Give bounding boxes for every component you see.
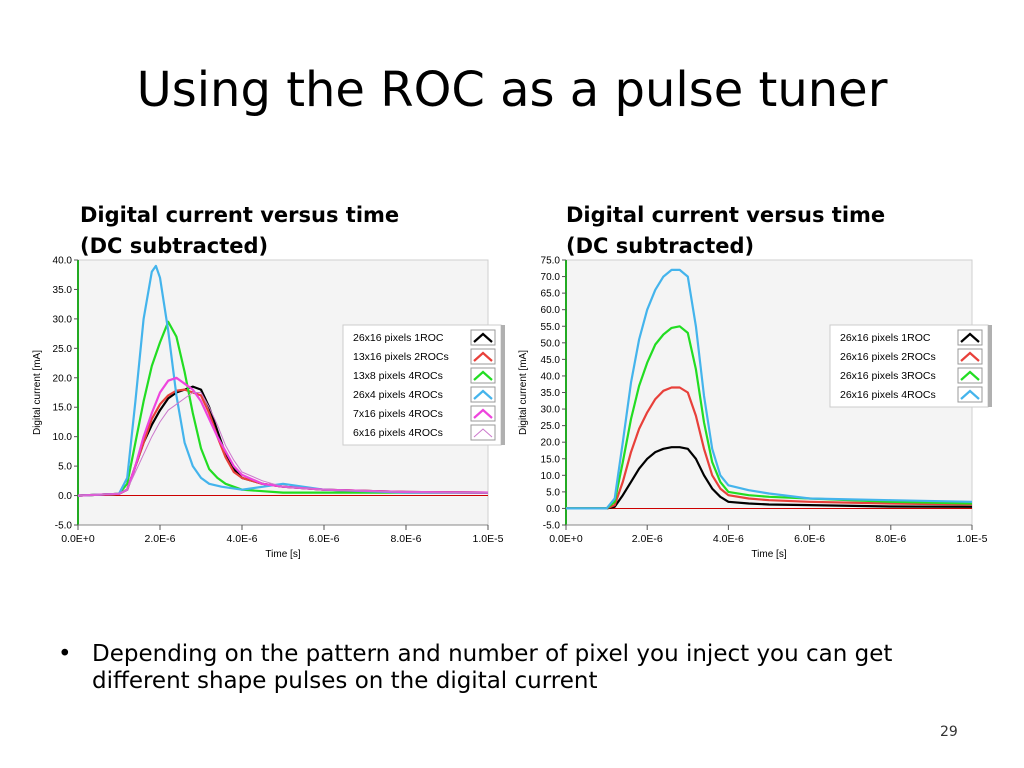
chart0-legend-swatch-box [470, 386, 496, 403]
chart0-legend-swatch [473, 408, 493, 419]
page-number: 29 [940, 724, 958, 740]
chart1-x-tick-label: 2.0E-6 [632, 533, 663, 545]
chart0-x-tick-label: 4.0E-6 [227, 533, 258, 545]
chart1-legend-swatch-box [957, 348, 983, 365]
chart0-legend-label: 13x16 pixels 2ROCs [353, 351, 449, 363]
chart0-y-tick-label: 20.0 [53, 373, 73, 384]
chart1-y-tick-label: 70.0 [541, 272, 561, 283]
chart0-legend-shadow [501, 325, 505, 445]
chart0-title-line: Digital current versus time [80, 203, 399, 227]
chart1-legend-swatch-box [957, 386, 983, 403]
chart1-title-line: Digital current versus time [566, 203, 885, 227]
chart0-x-tick-label: 6.0E-6 [309, 533, 340, 545]
chart0-y-tick-label: 35.0 [53, 285, 73, 296]
chart0-legend-label: 7x16 pixels 4ROCs [353, 408, 443, 420]
chart1-series-line-2 [566, 325, 972, 510]
chart1-y-axis-label: Digital current [mA] [518, 350, 529, 435]
chart0-x-tick-label: 2.0E-6 [145, 533, 176, 545]
chart1-legend-label: 26x16 pixels 1ROC [840, 332, 931, 344]
chart0-x-tick-label: 8.0E-6 [391, 533, 422, 545]
chart1-legend-swatch [960, 332, 980, 343]
chart1-x-tick-label: 0.0E+0 [549, 533, 583, 545]
chart0-y-tick-label: 5.0 [58, 462, 72, 473]
chart1-y-tick-label: 55.0 [541, 322, 561, 333]
chart1-x-tick-label: 8.0E-6 [875, 533, 906, 545]
chart1-y-tick-label: 65.0 [541, 289, 561, 300]
chart0-y-tick-label: 15.0 [53, 403, 73, 414]
chart0-y-tick-label: 10.0 [53, 432, 73, 443]
chart1-y-tick-label: 20.0 [541, 438, 561, 449]
chart0-legend-label: 6x16 pixels 4ROCs [353, 427, 443, 439]
chart0-legend-label: 26x16 pixels 1ROC [353, 332, 444, 344]
chart1-legend-swatch-box [957, 329, 983, 346]
chart1-legend-swatch [960, 370, 980, 381]
chart1-y-tick-label: 25.0 [541, 421, 561, 432]
chart1-legend-label: 26x16 pixels 4ROCs [840, 389, 936, 401]
chart1-legend-swatch-box [957, 367, 983, 384]
chart0-legend-swatch-box [470, 405, 496, 422]
chart1-y-tick-label: 40.0 [541, 371, 561, 382]
chart0-series-line-4 [78, 376, 488, 497]
bullet-marker: • [58, 641, 72, 667]
chart1-legend-swatch [960, 351, 980, 362]
slide-title: Using the ROC as a pulse tuner [136, 62, 888, 118]
chart1-y-tick-label: 5.0 [546, 487, 560, 498]
chart1-y-tick-label: 35.0 [541, 388, 561, 399]
chart1-legend-label: 26x16 pixels 3ROCs [840, 370, 936, 382]
chart0-y-tick-label: 30.0 [53, 314, 73, 325]
chart0-y-tick-label: 0.0 [58, 491, 72, 502]
chart-left: Digital current versus time (DC subtracte… [32, 203, 505, 560]
chart0-legend-swatch [473, 389, 493, 400]
chart0-legend-swatch [473, 332, 493, 343]
chart1-y-tick-label: 50.0 [541, 338, 561, 349]
chart1-series-line-1 [566, 386, 972, 510]
chart0-x-axis-label: Time [s] [265, 549, 300, 560]
chart1-x-axis-label: Time [s] [751, 549, 786, 560]
chart0-y-tick-label: 25.0 [53, 344, 73, 355]
chart1-x-tick-label: 6.0E-6 [794, 533, 825, 545]
chart1-legend-swatch [960, 389, 980, 400]
chart1-y-tick-label: 75.0 [541, 256, 561, 267]
chart0-y-tick-label: -5.0 [55, 521, 73, 532]
chart0-legend-swatch-box [470, 348, 496, 365]
bullet-text: Depending on the pattern and number of p… [92, 641, 893, 694]
chart0-legend-label: 26x4 pixels 4ROCs [353, 389, 443, 401]
chart1-legend-label: 26x16 pixels 2ROCs [840, 351, 936, 363]
chart1-y-tick-label: 10.0 [541, 471, 561, 482]
chart1-y-tick-label: 15.0 [541, 454, 561, 465]
chart0-y-axis-label: Digital current [mA] [32, 350, 43, 435]
chart1-x-tick-label: 4.0E-6 [713, 533, 744, 545]
chart0-y-tick-label: 40.0 [53, 256, 73, 267]
chart0-legend-label: 13x8 pixels 4ROCs [353, 370, 443, 382]
chart0-series-line-2 [78, 320, 488, 497]
chart0-legend-swatch [473, 428, 493, 438]
chart1-y-tick-label: -5.0 [543, 521, 561, 532]
chart1-y-tick-label: 30.0 [541, 405, 561, 416]
chart0-legend-swatch [473, 351, 493, 362]
chart0-legend-swatch [473, 370, 493, 381]
chart1-y-tick-label: 0.0 [546, 504, 560, 515]
chart0-x-tick-label: 1.0E-5 [473, 533, 504, 545]
chart1-series-line-3 [566, 268, 972, 510]
chart0-legend-swatch-box [470, 424, 496, 441]
chart0-x-tick-label: 0.0E+0 [61, 533, 95, 545]
chart0-series-line-5 [78, 392, 488, 497]
chart1-title-line: (DC subtracted) [566, 234, 754, 258]
chart1-y-tick-label: 60.0 [541, 305, 561, 316]
chart-right: Digital current versus time (DC subtracte… [518, 203, 992, 560]
chart1-x-tick-label: 1.0E-5 [957, 533, 988, 545]
chart1-legend-shadow [988, 325, 992, 407]
chart1-series-line-0 [566, 446, 972, 510]
chart0-title-line: (DC subtracted) [80, 234, 268, 258]
chart0-legend-swatch-box [470, 367, 496, 384]
chart0-legend-swatch-box [470, 329, 496, 346]
chart1-y-tick-label: 45.0 [541, 355, 561, 366]
